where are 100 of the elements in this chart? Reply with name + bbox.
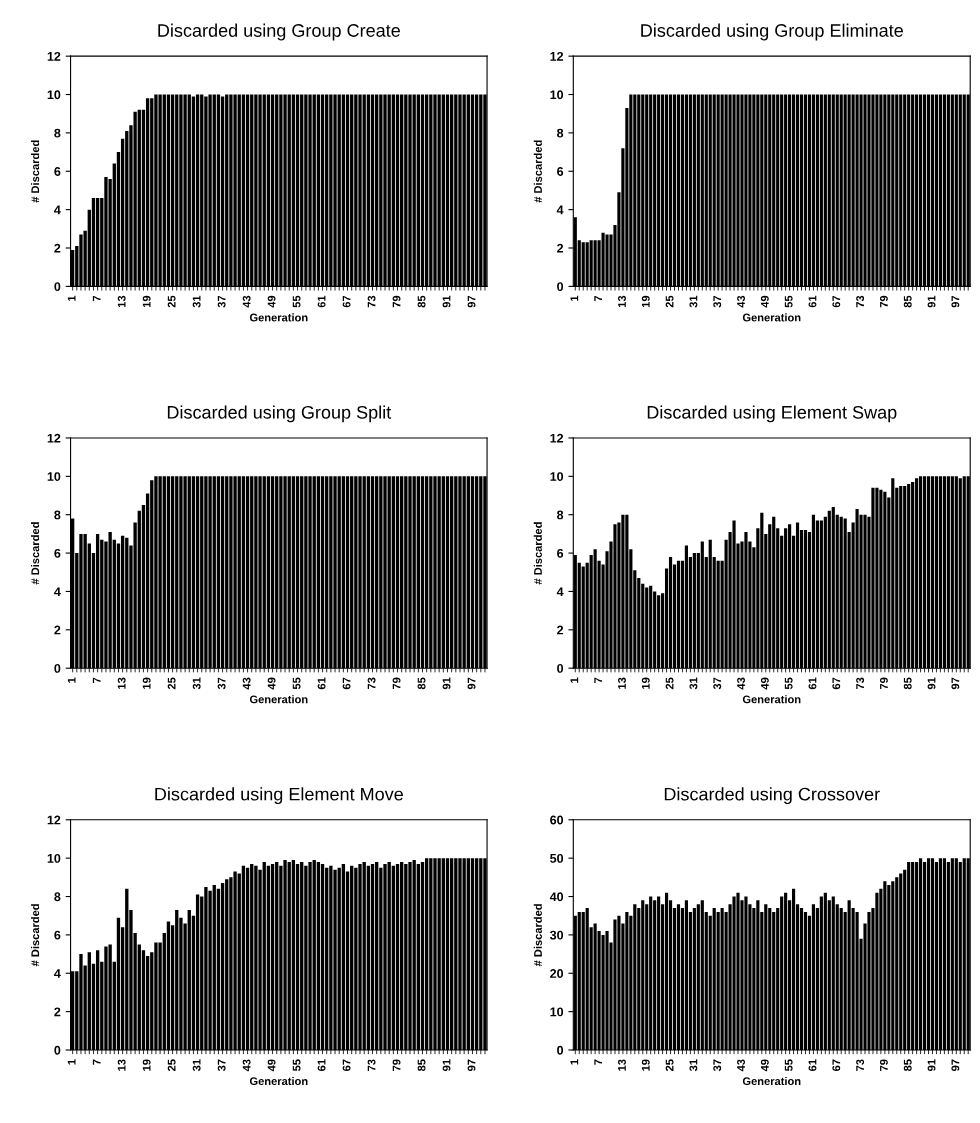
- x-tick-label: 43: [737, 295, 745, 308]
- y-tick-label: 10: [47, 472, 61, 481]
- y-tick-label: 8: [54, 892, 61, 902]
- y-tick-label: 6: [54, 548, 61, 558]
- y-tick-label: 6: [54, 167, 61, 176]
- x-tick-label: 7: [92, 295, 101, 302]
- x-tick-label: 85: [903, 1059, 912, 1072]
- x-tick-label: 25: [665, 295, 674, 308]
- y-tick-label: 2: [557, 625, 564, 635]
- x-tick-label: 25: [167, 1059, 176, 1072]
- x-tick-label: 85: [903, 677, 912, 690]
- y-tick-label: 10: [550, 1007, 564, 1017]
- x-tick-label: 43: [737, 1059, 745, 1072]
- x-tick-label: 31: [689, 295, 698, 308]
- y-tick-label: 6: [54, 930, 61, 940]
- x-axis-title: Generation: [249, 313, 308, 322]
- x-tick-label: 25: [665, 1059, 674, 1072]
- x-tick-label: 37: [217, 1059, 226, 1072]
- x-tick-label: 79: [879, 677, 888, 690]
- x-tick-label: 25: [167, 295, 176, 308]
- y-axis-title: # Discarded: [31, 904, 40, 967]
- y-tick-label: 12: [47, 433, 61, 443]
- x-tick-label: 49: [760, 295, 769, 308]
- x-tick-label: 91: [442, 295, 451, 308]
- y-tick-label: 8: [557, 510, 564, 520]
- x-tick-label: 85: [417, 295, 426, 308]
- x-tick-label: 1: [67, 295, 76, 301]
- x-tick-label: 73: [367, 295, 376, 308]
- y-tick-label: 8: [54, 510, 61, 520]
- y-tick-label: 20: [550, 969, 564, 978]
- x-tick-label: 61: [317, 295, 326, 308]
- x-tick-label: 19: [641, 677, 650, 689]
- x-tick-label: 79: [879, 295, 888, 308]
- x-tick-label: 55: [292, 677, 301, 690]
- x-tick-label: 55: [784, 295, 793, 308]
- x-tick-label: 85: [417, 1059, 426, 1072]
- y-tick-label: 2: [54, 625, 61, 635]
- x-tick-label: 37: [217, 677, 226, 690]
- x-tick-label: 19: [142, 1059, 151, 1071]
- x-tick-label: 7: [594, 677, 602, 683]
- x-tick-label: 73: [856, 677, 865, 690]
- y-tick-label: 4: [556, 587, 564, 596]
- x-tick-label: 25: [665, 677, 674, 690]
- x-tick-label: 97: [467, 1059, 476, 1072]
- x-tick-label: 19: [142, 295, 151, 308]
- x-tick-label: 67: [342, 677, 351, 690]
- x-tick-label: 49: [760, 677, 769, 690]
- y-tick-label: 4: [54, 969, 61, 978]
- y-tick-label: 2: [557, 243, 564, 253]
- x-tick-label: 1: [570, 1059, 579, 1065]
- x-tick-label: 79: [392, 1059, 401, 1071]
- y-tick-label: 4: [54, 587, 61, 596]
- x-tick-label: 1: [570, 295, 579, 301]
- x-tick-label: 19: [641, 295, 650, 308]
- x-tick-label: 49: [267, 295, 276, 308]
- x-tick-label: 97: [951, 1059, 960, 1072]
- x-tick-label: 13: [117, 677, 126, 689]
- x-tick-label: 43: [242, 677, 251, 690]
- y-tick-label: 0: [557, 1045, 564, 1055]
- chart-title: Discarded using Group Split: [167, 405, 392, 423]
- x-tick-label: 13: [618, 1059, 626, 1071]
- x-tick-label: 79: [392, 295, 401, 308]
- y-tick-label: 0: [54, 282, 61, 292]
- x-tick-label: 79: [392, 677, 401, 690]
- x-tick-label: 73: [367, 1059, 376, 1071]
- x-tick-label: 25: [167, 677, 176, 690]
- x-tick-label: 19: [641, 1059, 650, 1071]
- x-tick-label: 7: [594, 295, 602, 302]
- y-tick-label: 2: [54, 1007, 61, 1017]
- x-tick-label: 37: [713, 677, 722, 690]
- x-tick-label: 61: [808, 677, 817, 690]
- y-tick-label: 12: [550, 51, 564, 61]
- x-tick-label: 49: [760, 1059, 769, 1072]
- x-tick-label: 91: [927, 295, 936, 308]
- y-tick-label: 10: [47, 90, 61, 100]
- y-tick-label: 60: [550, 815, 564, 825]
- y-tick-label: 12: [47, 815, 61, 825]
- x-tick-label: 97: [951, 295, 960, 308]
- y-tick-label: 0: [54, 1045, 61, 1055]
- x-tick-label: 73: [856, 295, 865, 308]
- y-tick-label: 2: [54, 243, 61, 253]
- x-tick-label: 13: [117, 295, 126, 308]
- x-tick-label: 1: [67, 677, 76, 683]
- y-tick-label: 4: [54, 205, 61, 215]
- x-tick-label: 37: [217, 295, 226, 308]
- x-tick-label: 13: [117, 1059, 126, 1071]
- x-tick-label: 61: [317, 677, 326, 690]
- y-tick-label: 0: [54, 663, 61, 673]
- y-tick-label: 30: [549, 930, 564, 940]
- x-tick-label: 55: [292, 295, 301, 308]
- x-tick-label: 85: [903, 295, 912, 308]
- x-tick-label: 97: [951, 677, 960, 690]
- x-tick-label: 55: [292, 1059, 301, 1072]
- y-tick-label: 10: [550, 472, 564, 481]
- x-tick-label: 19: [142, 677, 151, 689]
- x-tick-label: 31: [192, 677, 201, 690]
- chart-title: Discarded using Element Swap: [647, 405, 897, 423]
- y-tick-label: 40: [549, 892, 564, 902]
- x-tick-label: 55: [784, 677, 793, 690]
- x-tick-label: 43: [242, 295, 251, 308]
